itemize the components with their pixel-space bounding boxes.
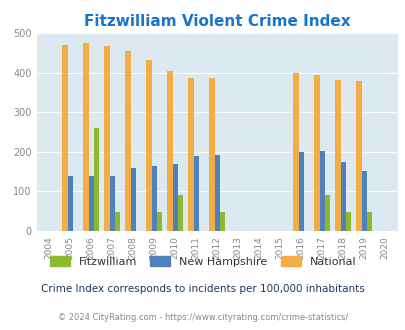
Bar bbox=[340, 162, 345, 231]
Bar bbox=[83, 43, 88, 231]
Legend: Fitzwilliam, New Hampshire, National: Fitzwilliam, New Hampshire, National bbox=[49, 256, 356, 267]
Bar bbox=[293, 73, 298, 231]
Bar bbox=[298, 152, 303, 231]
Bar bbox=[167, 71, 172, 231]
Bar bbox=[115, 213, 120, 231]
Bar bbox=[366, 213, 371, 231]
Bar bbox=[193, 156, 198, 231]
Bar bbox=[356, 81, 361, 231]
Bar bbox=[345, 213, 350, 231]
Bar bbox=[94, 128, 99, 231]
Bar bbox=[146, 60, 151, 231]
Bar bbox=[319, 151, 324, 231]
Bar bbox=[361, 171, 366, 231]
Bar bbox=[104, 46, 109, 231]
Bar bbox=[88, 176, 94, 231]
Title: Fitzwilliam Violent Crime Index: Fitzwilliam Violent Crime Index bbox=[84, 14, 350, 29]
Text: Crime Index corresponds to incidents per 100,000 inhabitants: Crime Index corresponds to incidents per… bbox=[41, 284, 364, 294]
Bar bbox=[151, 166, 156, 231]
Bar bbox=[188, 78, 193, 231]
Bar bbox=[62, 45, 67, 231]
Bar bbox=[67, 176, 72, 231]
Bar bbox=[209, 78, 214, 231]
Text: © 2024 CityRating.com - https://www.cityrating.com/crime-statistics/: © 2024 CityRating.com - https://www.city… bbox=[58, 313, 347, 322]
Bar bbox=[130, 168, 135, 231]
Bar bbox=[324, 195, 329, 231]
Bar bbox=[335, 80, 340, 231]
Bar bbox=[219, 213, 224, 231]
Bar bbox=[177, 195, 183, 231]
Bar bbox=[156, 213, 162, 231]
Bar bbox=[125, 51, 130, 231]
Bar bbox=[214, 155, 219, 231]
Bar bbox=[109, 176, 115, 231]
Bar bbox=[172, 164, 177, 231]
Bar bbox=[313, 75, 319, 231]
